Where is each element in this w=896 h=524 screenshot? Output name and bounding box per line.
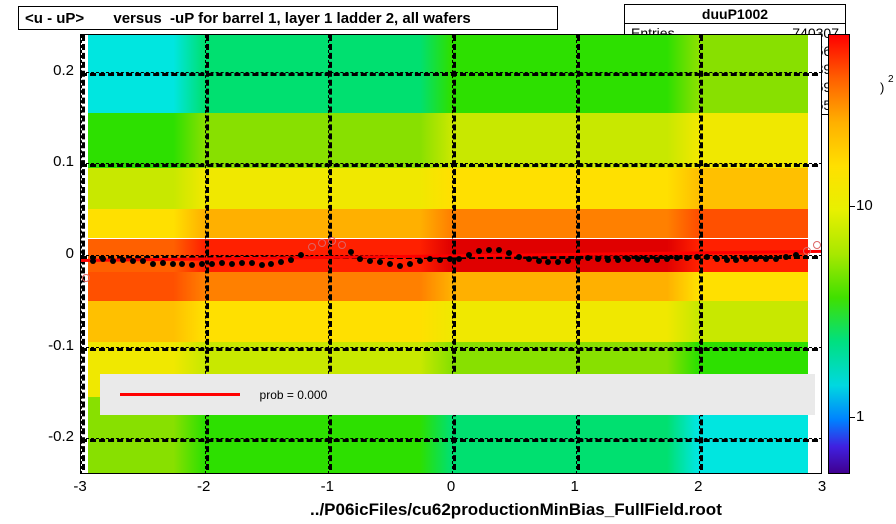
profile-marker xyxy=(575,256,581,262)
colorbar-tick-label: 1 xyxy=(856,408,864,425)
profile-marker xyxy=(674,255,680,261)
y-tick-label: 0.2 xyxy=(14,62,74,79)
profile-marker xyxy=(447,256,453,262)
profile-marker xyxy=(486,247,492,253)
profile-marker xyxy=(367,258,373,264)
axis-exponent-paren: ) xyxy=(880,80,884,95)
profile-marker xyxy=(813,241,821,249)
profile-marker xyxy=(120,257,126,263)
profile-marker xyxy=(417,258,423,264)
colorbar-tick-label: 10 xyxy=(856,197,873,214)
x-tick-label: 2 xyxy=(678,478,718,495)
x-tick-label: 3 xyxy=(802,478,842,495)
profile-marker xyxy=(585,255,591,261)
profile-marker xyxy=(506,250,512,256)
profile-marker xyxy=(536,258,542,264)
plot-title: <u - uP> versus -uP for barrel 1, layer … xyxy=(18,6,558,30)
profile-marker xyxy=(110,258,116,264)
axis-exponent-2: 2 xyxy=(888,74,894,85)
y-tick-label: -0.2 xyxy=(14,428,74,445)
x-tick-label: -2 xyxy=(184,478,224,495)
profile-marker xyxy=(704,254,710,260)
profile-marker xyxy=(684,255,690,261)
profile-marker xyxy=(654,257,660,263)
profile-marker xyxy=(437,257,443,263)
profile-marker xyxy=(239,260,245,266)
profile-marker xyxy=(526,256,532,262)
profile-marker xyxy=(743,256,749,262)
profile-marker xyxy=(714,256,720,262)
profile-marker xyxy=(635,256,641,262)
legend-label: prob = 0.000 xyxy=(260,388,328,402)
profile-marker xyxy=(803,247,811,255)
profile-marker xyxy=(724,257,730,263)
profile-marker xyxy=(427,256,433,262)
profile-marker xyxy=(397,263,403,269)
profile-marker xyxy=(763,256,769,262)
profile-marker xyxy=(773,256,779,262)
plot-area: prob = 0.000 xyxy=(80,34,822,474)
profile-marker xyxy=(615,257,621,263)
profile-marker xyxy=(229,261,235,267)
profile-marker xyxy=(308,243,316,251)
colorbar xyxy=(828,34,850,474)
profile-marker xyxy=(753,256,759,262)
y-tick-label: 0 xyxy=(14,245,74,262)
profile-marker xyxy=(90,258,96,264)
profile-marker xyxy=(259,262,265,268)
profile-marker xyxy=(625,256,631,262)
legend-box: prob = 0.000 xyxy=(100,374,815,415)
x-tick-label: -1 xyxy=(307,478,347,495)
root-canvas: <u - uP> versus -uP for barrel 1, layer … xyxy=(0,0,896,524)
y-tick-label: -0.1 xyxy=(14,337,74,354)
legend-line xyxy=(120,393,240,396)
profile-marker xyxy=(150,261,156,267)
profile-marker xyxy=(793,252,799,258)
profile-marker xyxy=(664,256,670,262)
profile-marker xyxy=(348,249,354,255)
profile-marker xyxy=(338,241,346,249)
profile-marker xyxy=(170,261,176,267)
x-tick-label: 0 xyxy=(431,478,471,495)
profile-marker xyxy=(595,256,601,262)
profile-marker xyxy=(288,257,294,263)
x-tick-label: 1 xyxy=(555,478,595,495)
profile-marker xyxy=(565,258,571,264)
profile-marker xyxy=(644,257,650,263)
profile-marker xyxy=(783,254,789,260)
profile-marker xyxy=(694,254,700,260)
profile-marker xyxy=(605,257,611,263)
profile-marker xyxy=(82,274,90,282)
x-tick-label: -3 xyxy=(60,478,100,495)
file-path-label: ../P06icFiles/cu62productionMinBias_Full… xyxy=(310,500,722,520)
profile-marker xyxy=(100,256,106,262)
profile-marker xyxy=(516,254,522,260)
stats-name: duuP1002 xyxy=(625,5,845,24)
profile-marker xyxy=(160,260,166,266)
y-tick-label: 0.1 xyxy=(14,153,74,170)
profile-marker xyxy=(249,260,255,266)
